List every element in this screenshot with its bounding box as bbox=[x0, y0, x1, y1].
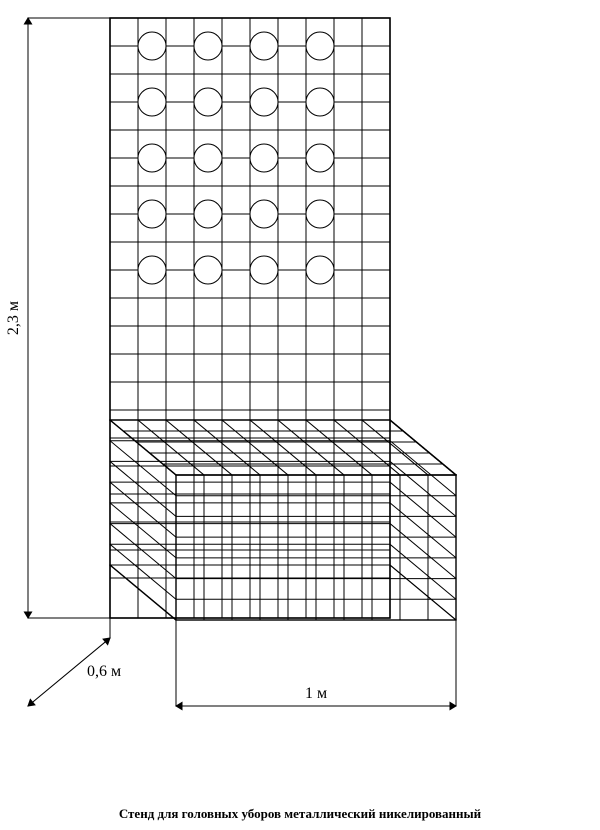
dim-width-label: 1 м bbox=[305, 685, 327, 702]
dim-depth-label: 0,6 м bbox=[87, 663, 121, 680]
figure-caption: Стенд для головных уборов металлический … bbox=[0, 806, 600, 822]
dim-height-label: 2,3 м bbox=[5, 301, 22, 335]
stand-diagram: 2,3 м 0,6 м 1 м bbox=[0, 0, 600, 830]
